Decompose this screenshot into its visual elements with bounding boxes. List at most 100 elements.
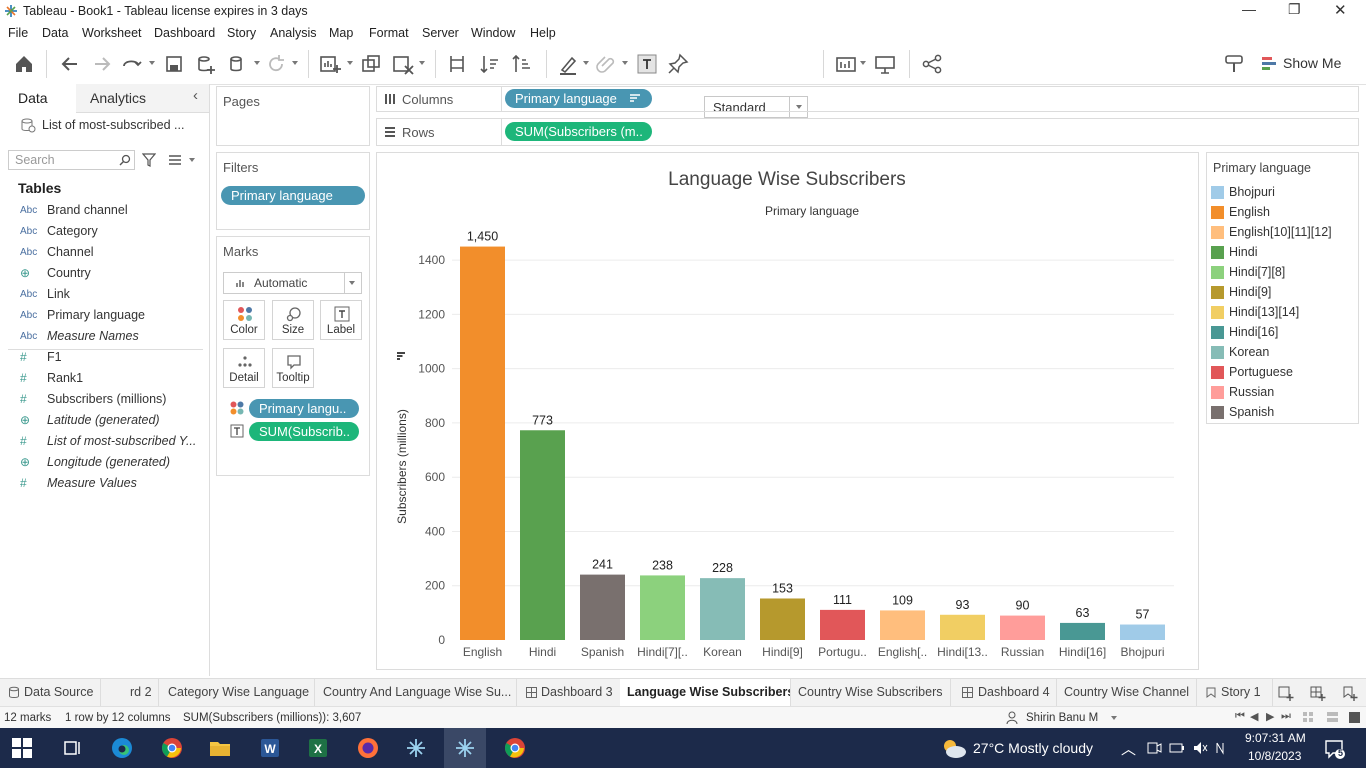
menu-format[interactable]: Format xyxy=(369,26,409,40)
category-label[interactable]: Russian xyxy=(1001,645,1044,659)
menu-window[interactable]: Window xyxy=(471,26,516,40)
tab-country-wise-channel[interactable]: Country Wise Channel xyxy=(1056,679,1197,706)
pages-shelf[interactable]: Pages xyxy=(216,86,370,146)
tab-story-1[interactable]: Story 1 xyxy=(1196,679,1273,706)
menu-analysis[interactable]: Analysis xyxy=(270,26,317,40)
size-button[interactable]: Size xyxy=(272,300,314,340)
show-sheet-sorter-icon[interactable] xyxy=(1302,711,1315,724)
tableau-taskbar-icon[interactable] xyxy=(404,736,428,760)
highlight-icon[interactable] xyxy=(556,52,580,76)
show-me-icon[interactable] xyxy=(1258,52,1282,76)
field-item[interactable]: # Measure Values xyxy=(0,474,209,494)
datasource-name[interactable]: List of most-subscribed ... xyxy=(42,118,185,132)
menu-server[interactable]: Server xyxy=(422,26,459,40)
excel-icon[interactable]: X xyxy=(306,736,330,760)
category-label[interactable]: Hindi[16] xyxy=(1059,645,1106,659)
duplicate-sheet-icon[interactable] xyxy=(359,52,383,76)
new-worksheet-icon[interactable] xyxy=(318,52,342,76)
new-dashboard-tab-icon[interactable] xyxy=(1310,685,1326,701)
category-label[interactable]: English xyxy=(463,645,502,659)
presentation-mode-icon[interactable] xyxy=(873,52,897,76)
tab-data-source[interactable]: Data Source xyxy=(0,679,101,706)
field-item[interactable]: ⊕ Latitude (generated) xyxy=(0,411,209,431)
save-icon[interactable] xyxy=(162,52,186,76)
volume-icon[interactable] xyxy=(1192,740,1208,756)
file-explorer-icon[interactable] xyxy=(208,736,232,760)
legend-item[interactable]: Spanish xyxy=(1211,403,1351,423)
menu-help[interactable]: Help xyxy=(530,26,556,40)
field-item[interactable]: ⊕ Longitude (generated) xyxy=(0,453,209,473)
legend-item[interactable]: English xyxy=(1211,203,1351,223)
pause-updates-icon[interactable] xyxy=(226,52,250,76)
columns-shelf[interactable]: Columns Primary language xyxy=(376,86,1359,112)
filter-icon[interactable] xyxy=(142,153,156,167)
columns-pill[interactable]: Primary language xyxy=(505,89,652,108)
axis-sort-icon[interactable] xyxy=(397,352,405,360)
menu-file[interactable]: File xyxy=(8,26,29,40)
legend-item[interactable]: Hindi[16] xyxy=(1211,323,1351,343)
new-story-tab-icon[interactable] xyxy=(1342,685,1358,701)
bar[interactable] xyxy=(820,609,865,640)
show-tabs-icon[interactable] xyxy=(1348,711,1361,724)
tab-dashboard-4[interactable]: Dashboard 4 xyxy=(950,679,1057,706)
swap-icon[interactable] xyxy=(120,52,144,76)
tab-dashboard-2[interactable]: rd 2 xyxy=(100,679,159,706)
tab-language-wise-subscribers[interactable]: Language Wise Subscribers xyxy=(620,679,791,706)
weather-text[interactable]: 27°C Mostly cloudy xyxy=(973,740,1093,756)
label-button[interactable]: Label xyxy=(320,300,362,340)
bar[interactable] xyxy=(1120,624,1165,640)
rows-shelf[interactable]: Rows SUM(Subscribers (m.. xyxy=(376,118,1359,146)
field-item[interactable]: # Subscribers (millions) xyxy=(0,390,209,410)
category-label[interactable]: Hindi[7][.. xyxy=(637,645,688,659)
new-worksheet-tab-icon[interactable] xyxy=(1278,685,1294,701)
fix-axes-icon[interactable] xyxy=(666,52,690,76)
user-name[interactable]: Shirin Banu M xyxy=(1026,712,1099,724)
category-label[interactable]: English[.. xyxy=(878,645,927,659)
category-label[interactable]: Portugu.. xyxy=(818,645,867,659)
bar[interactable] xyxy=(1000,615,1045,640)
last-sheet-icon[interactable]: ⏭ xyxy=(1281,710,1291,722)
mark-type-dropdown[interactable]: Automatic xyxy=(223,272,362,294)
minimize-button[interactable]: — xyxy=(1242,1,1256,17)
menu-dashboard[interactable]: Dashboard xyxy=(154,26,216,40)
category-label[interactable]: Hindi[9] xyxy=(762,645,803,659)
swap-rows-columns-icon[interactable] xyxy=(445,52,469,76)
field-item[interactable]: # List of most-subscribed Y... xyxy=(0,432,209,452)
category-label[interactable]: Hindi xyxy=(529,645,556,659)
color-button[interactable]: Color xyxy=(223,300,265,340)
field-item[interactable]: Abc Brand channel xyxy=(0,201,209,221)
legend-item[interactable]: Korean xyxy=(1211,343,1351,363)
word-icon[interactable]: W xyxy=(258,736,282,760)
tooltip-button[interactable]: Tooltip xyxy=(272,348,314,388)
search-input[interactable]: Search xyxy=(8,150,135,170)
redo-icon[interactable] xyxy=(90,52,114,76)
category-label[interactable]: Korean xyxy=(703,645,742,659)
field-item[interactable]: ⊕ Country xyxy=(0,264,209,284)
show-cards-icon[interactable] xyxy=(834,52,858,76)
legend-item[interactable]: Hindi xyxy=(1211,243,1351,263)
edge-icon[interactable] xyxy=(110,736,134,760)
category-label[interactable]: Spanish xyxy=(581,645,624,659)
bar[interactable] xyxy=(760,598,805,640)
filter-pill[interactable]: Primary language xyxy=(221,186,365,205)
bar[interactable] xyxy=(520,430,565,640)
menu-map[interactable]: Map xyxy=(329,26,354,40)
battery-icon[interactable] xyxy=(1169,740,1185,756)
legend-item[interactable]: Portuguese xyxy=(1211,363,1351,383)
maximize-button[interactable]: ❐ xyxy=(1288,1,1301,17)
task-view-icon[interactable] xyxy=(60,736,84,760)
tray-chevron-icon[interactable]: ︿ xyxy=(1121,741,1137,758)
home-icon[interactable] xyxy=(12,52,36,76)
tab-country-wise-subscribers[interactable]: Country Wise Subscribers xyxy=(790,679,951,706)
tab-category-wise-language[interactable]: Category Wise Language xyxy=(158,679,315,706)
first-sheet-icon[interactable]: ⏮ xyxy=(1235,710,1245,722)
field-item[interactable]: Abc Category xyxy=(0,222,209,242)
bar[interactable] xyxy=(580,574,625,640)
category-label[interactable]: Bhojpuri xyxy=(1120,645,1164,659)
show-mark-labels-icon[interactable] xyxy=(635,52,659,76)
legend-item[interactable]: Bhojpuri xyxy=(1211,183,1351,203)
close-button[interactable]: ✕ xyxy=(1334,2,1347,19)
meet-now-icon[interactable] xyxy=(1146,740,1162,756)
chrome-icon[interactable] xyxy=(160,736,184,760)
next-sheet-icon[interactable]: ▶ xyxy=(1266,711,1275,723)
